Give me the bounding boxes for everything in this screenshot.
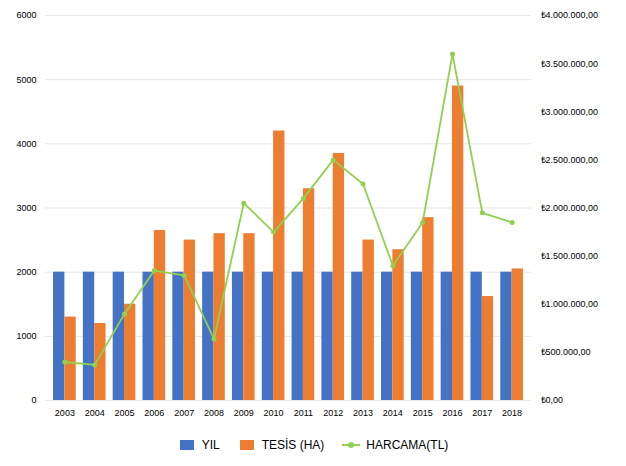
html-text:HARCAMA(TL): HARCAMA(TL) — [366, 438, 449, 452]
svg-text:2007: 2007 — [174, 408, 194, 418]
svg-text:2014: 2014 — [383, 408, 403, 418]
svg-text:2000: 2000 — [16, 267, 36, 277]
svg-text:5000: 5000 — [16, 75, 36, 85]
svg-text:₺1.000.000,00: ₺1.000.000,00 — [541, 299, 599, 309]
svg-text:₺2.000.000,00: ₺2.000.000,00 — [541, 203, 599, 213]
svg-text:2005: 2005 — [114, 408, 134, 418]
svg-text:₺500.000,00: ₺500.000,00 — [541, 347, 591, 357]
svg-text:2003: 2003 — [55, 408, 75, 418]
svg-text:0: 0 — [31, 395, 36, 405]
svg-text:₺0,00: ₺0,00 — [541, 395, 564, 405]
svg-text:3000: 3000 — [16, 203, 36, 213]
svg-text:1000: 1000 — [16, 331, 36, 341]
svg-text:₺2.500.000,00: ₺2.500.000,00 — [541, 155, 599, 165]
svg-text:2004: 2004 — [85, 408, 105, 418]
svg-text:2010: 2010 — [264, 408, 284, 418]
svg-text:2009: 2009 — [234, 408, 254, 418]
svg-text:₺1.500.000,00: ₺1.500.000,00 — [541, 251, 599, 261]
html-text:YIL: YIL — [201, 438, 220, 452]
svg-text:4000: 4000 — [16, 139, 36, 149]
svg-text:₺4.000.000,00: ₺4.000.000,00 — [541, 10, 599, 20]
svg-text:6000: 6000 — [16, 10, 36, 20]
html-text:TESİS (HA): TESİS (HA) — [261, 438, 325, 452]
svg-text:2017: 2017 — [472, 408, 492, 418]
svg-text:2013: 2013 — [353, 408, 373, 418]
svg-text:2011: 2011 — [294, 408, 313, 418]
svg-text:2006: 2006 — [144, 408, 164, 418]
svg-text:2015: 2015 — [413, 408, 433, 418]
svg-text:2012: 2012 — [323, 408, 343, 418]
svg-text:2008: 2008 — [204, 408, 224, 418]
svg-text:2018: 2018 — [502, 408, 522, 418]
svg-text:₺3.000.000,00: ₺3.000.000,00 — [541, 107, 599, 117]
svg-text:₺3.500.000,00: ₺3.500.000,00 — [541, 59, 599, 69]
svg-text:2016: 2016 — [442, 408, 462, 418]
